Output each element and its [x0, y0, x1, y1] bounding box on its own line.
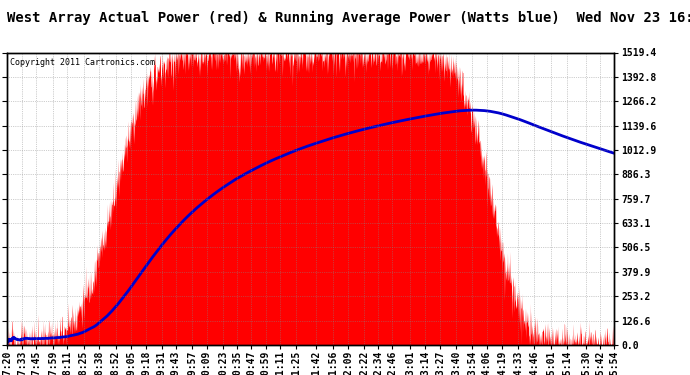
- Text: Copyright 2011 Cartronics.com: Copyright 2011 Cartronics.com: [10, 58, 155, 68]
- Text: West Array Actual Power (red) & Running Average Power (Watts blue)  Wed Nov 23 1: West Array Actual Power (red) & Running …: [7, 11, 690, 26]
